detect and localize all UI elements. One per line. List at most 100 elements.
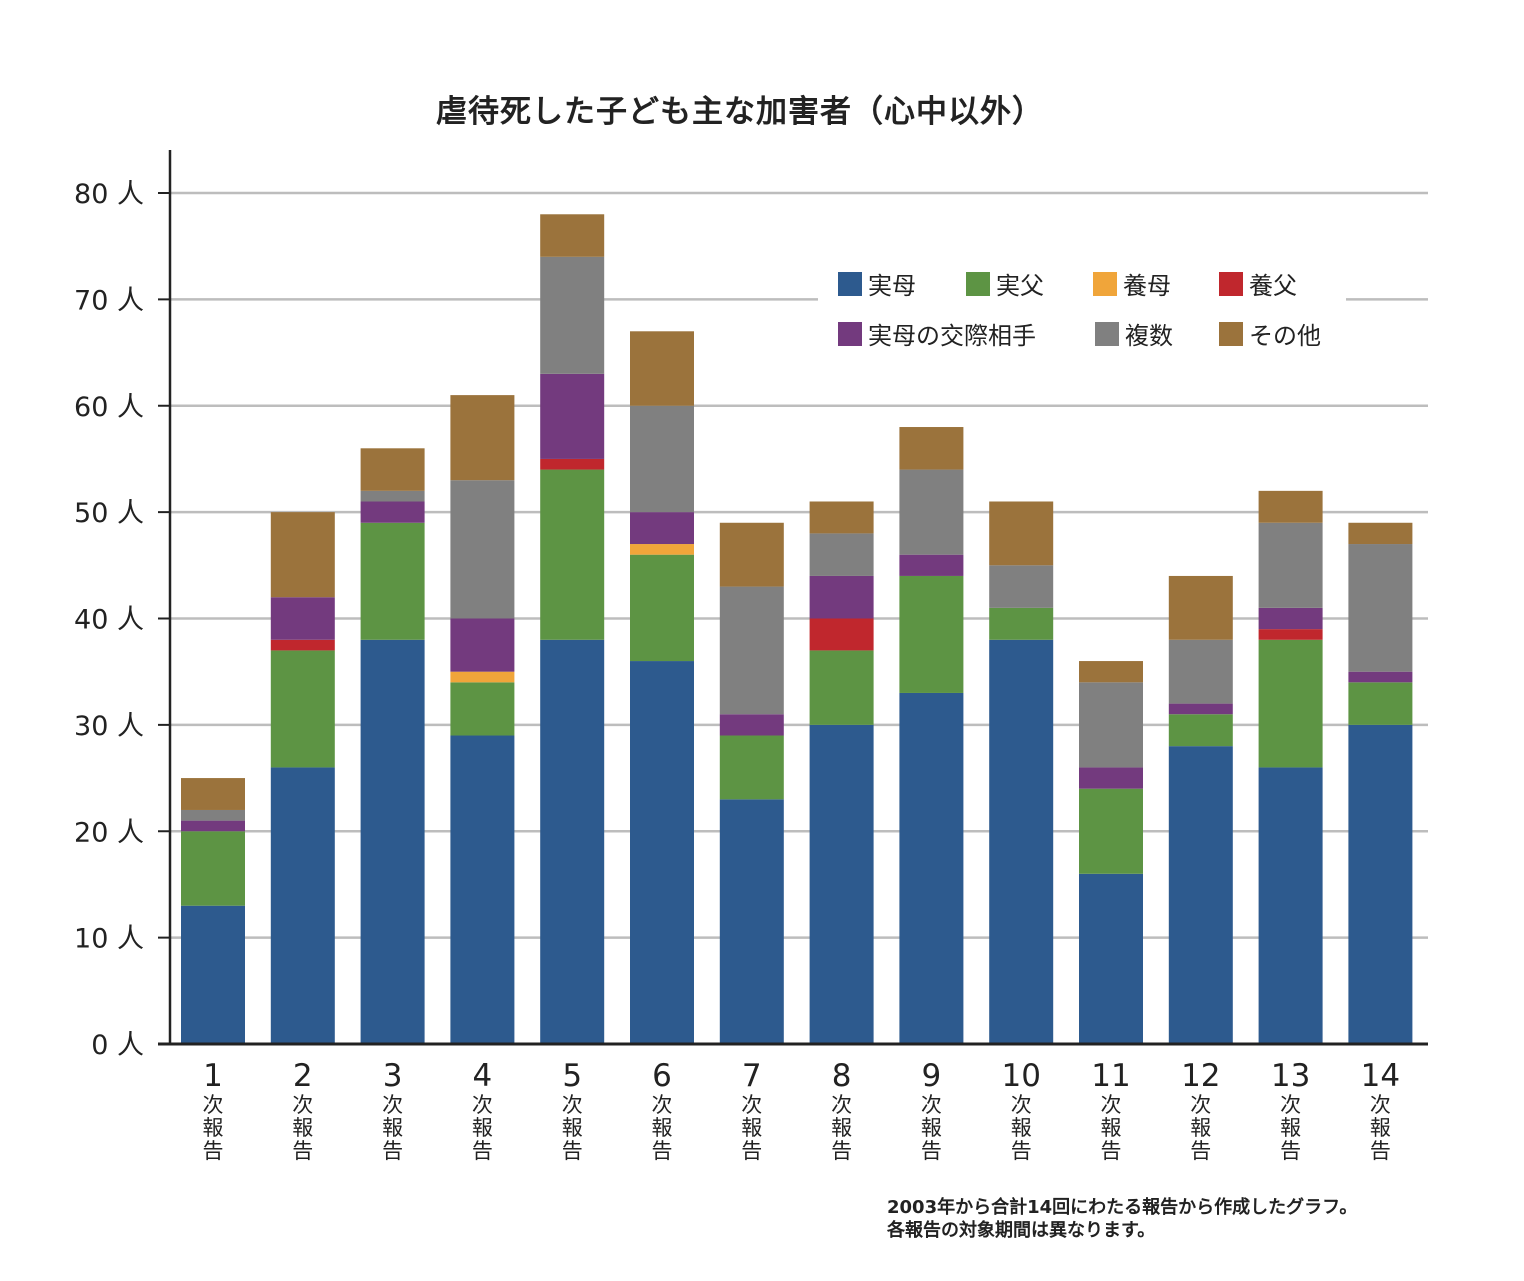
bar-segment	[1258, 522, 1323, 608]
x-tick-suffix: 告	[1011, 1139, 1032, 1163]
legend-label: 養母	[1123, 272, 1171, 300]
bar-segment	[630, 544, 694, 555]
bar-segment	[899, 575, 964, 693]
bar-segment	[719, 714, 784, 736]
bar-segment	[809, 618, 874, 651]
x-tick-suffix: 報	[1011, 1116, 1032, 1140]
legend-swatch	[966, 272, 990, 296]
x-tick-suffix: 報	[1190, 1116, 1211, 1140]
bar-segment	[989, 565, 1054, 608]
x-tick-suffix: 告	[921, 1139, 942, 1163]
legend-swatch	[838, 272, 862, 296]
x-tick-label: 4	[473, 1058, 493, 1094]
bar-segment	[270, 597, 335, 640]
x-tick-suffix: 告	[1190, 1139, 1211, 1163]
bar-segment	[1079, 661, 1143, 683]
x-tick-suffix: 次	[292, 1093, 313, 1117]
x-tick-suffix: 次	[472, 1093, 493, 1117]
bar-segment	[270, 650, 335, 768]
x-tick-suffix: 報	[741, 1116, 762, 1140]
bars	[181, 214, 1413, 1044]
x-tick-label: 7	[742, 1058, 762, 1094]
bar-segment	[1079, 767, 1143, 789]
bar-segment	[360, 490, 425, 502]
x-tick-suffix: 次	[203, 1093, 224, 1117]
y-tick-label: 80 人	[74, 179, 144, 210]
bar-segment	[181, 820, 245, 832]
legend-label: 養父	[1249, 272, 1297, 300]
bar-segment	[360, 501, 425, 523]
bar-segment	[1348, 522, 1413, 545]
bar-segment	[540, 639, 605, 1044]
bar-segment	[809, 575, 874, 619]
bar-segment	[181, 809, 245, 821]
bar-segment	[809, 501, 874, 534]
legend-background	[818, 258, 1346, 360]
bar-segment	[899, 692, 964, 1044]
y-tick-label: 10 人	[74, 924, 144, 955]
x-tick-label: 13	[1271, 1058, 1310, 1094]
bar-segment	[719, 586, 784, 715]
x-tick-suffix: 次	[831, 1093, 852, 1117]
x-tick-suffix: 次	[921, 1093, 942, 1117]
bar-segment	[1348, 671, 1413, 683]
legend-label: 実母	[868, 272, 916, 300]
bar-segment	[1348, 724, 1413, 1044]
bar-segment	[630, 405, 694, 513]
bar-segment	[540, 373, 605, 459]
bar-segment	[360, 448, 425, 491]
x-tick-suffix: 告	[1370, 1139, 1391, 1163]
x-tick-suffix: 報	[1101, 1116, 1122, 1140]
y-tick-label: 0 人	[91, 1030, 144, 1061]
legend-label: 複数	[1125, 322, 1173, 350]
bar-segment	[450, 618, 515, 672]
x-tick-label: 11	[1091, 1058, 1130, 1094]
bar-segment	[1168, 703, 1233, 715]
bar-segment	[540, 458, 605, 470]
bar-segment	[540, 469, 605, 640]
x-tick-label: 12	[1181, 1058, 1220, 1094]
bar-segment	[450, 735, 515, 1044]
legend-label: 実父	[996, 272, 1044, 300]
y-tick-label: 50 人	[74, 498, 144, 529]
bar-segment	[1079, 788, 1143, 874]
bar-segment	[630, 661, 694, 1044]
legend-label: その他	[1249, 322, 1321, 350]
x-tick-suffix: 告	[562, 1139, 583, 1163]
footnote-line-1: 2003年から合計14回にわたる報告から作成したグラフ。	[887, 1197, 1358, 1218]
bar-segment	[989, 639, 1054, 1044]
bar-segment	[1168, 746, 1233, 1044]
x-tick-suffix: 告	[1280, 1139, 1301, 1163]
bar-segment	[630, 512, 694, 545]
x-tick-suffix: 次	[1370, 1093, 1391, 1117]
bar-segment	[1348, 544, 1413, 672]
bar-segment	[1168, 639, 1233, 704]
bar-segment	[719, 799, 784, 1044]
bar-segment	[270, 512, 335, 598]
bar-segment	[540, 256, 605, 374]
legend-swatch	[1095, 322, 1119, 346]
axes	[158, 150, 1428, 1046]
x-tick-suffix: 次	[562, 1093, 583, 1117]
y-tick-label: 60 人	[74, 392, 144, 423]
x-tick-labels: 1次報告2次報告3次報告4次報告5次報告6次報告7次報告8次報告9次報告10次報…	[203, 1058, 1401, 1163]
bar-segment	[1258, 629, 1323, 640]
bar-segment	[719, 522, 784, 587]
bar-segment	[630, 331, 694, 406]
bar-segment	[181, 778, 245, 810]
x-tick-suffix: 告	[382, 1139, 403, 1163]
bar-segment	[181, 905, 245, 1044]
bar-segment	[1258, 639, 1323, 768]
x-tick-suffix: 告	[472, 1139, 493, 1163]
x-tick-label: 14	[1361, 1058, 1400, 1094]
bar-segment	[630, 554, 694, 662]
legend-label: 実母の交際相手	[868, 322, 1036, 350]
x-tick-suffix: 報	[652, 1116, 673, 1140]
bar-segment	[270, 767, 335, 1044]
bar-segment	[1348, 682, 1413, 725]
y-tick-labels: 0 人 10 人 20 人 30 人 40 人 50 人 60 人 70 人 80 人	[74, 179, 144, 1061]
legend-swatch	[1219, 272, 1243, 296]
bar-segment	[719, 735, 784, 800]
